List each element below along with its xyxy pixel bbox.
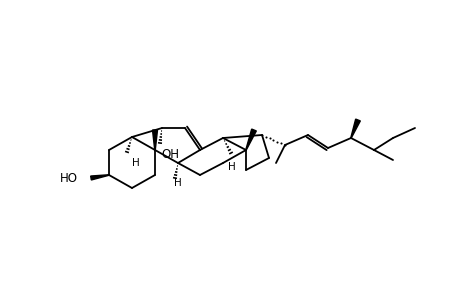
Text: H: H (174, 178, 181, 188)
Text: H: H (228, 162, 235, 172)
Text: HO: HO (60, 172, 78, 184)
Polygon shape (245, 129, 256, 150)
Polygon shape (350, 119, 359, 138)
Text: OH: OH (161, 148, 179, 161)
Text: H: H (132, 158, 140, 168)
Polygon shape (152, 130, 157, 150)
Polygon shape (90, 175, 109, 180)
